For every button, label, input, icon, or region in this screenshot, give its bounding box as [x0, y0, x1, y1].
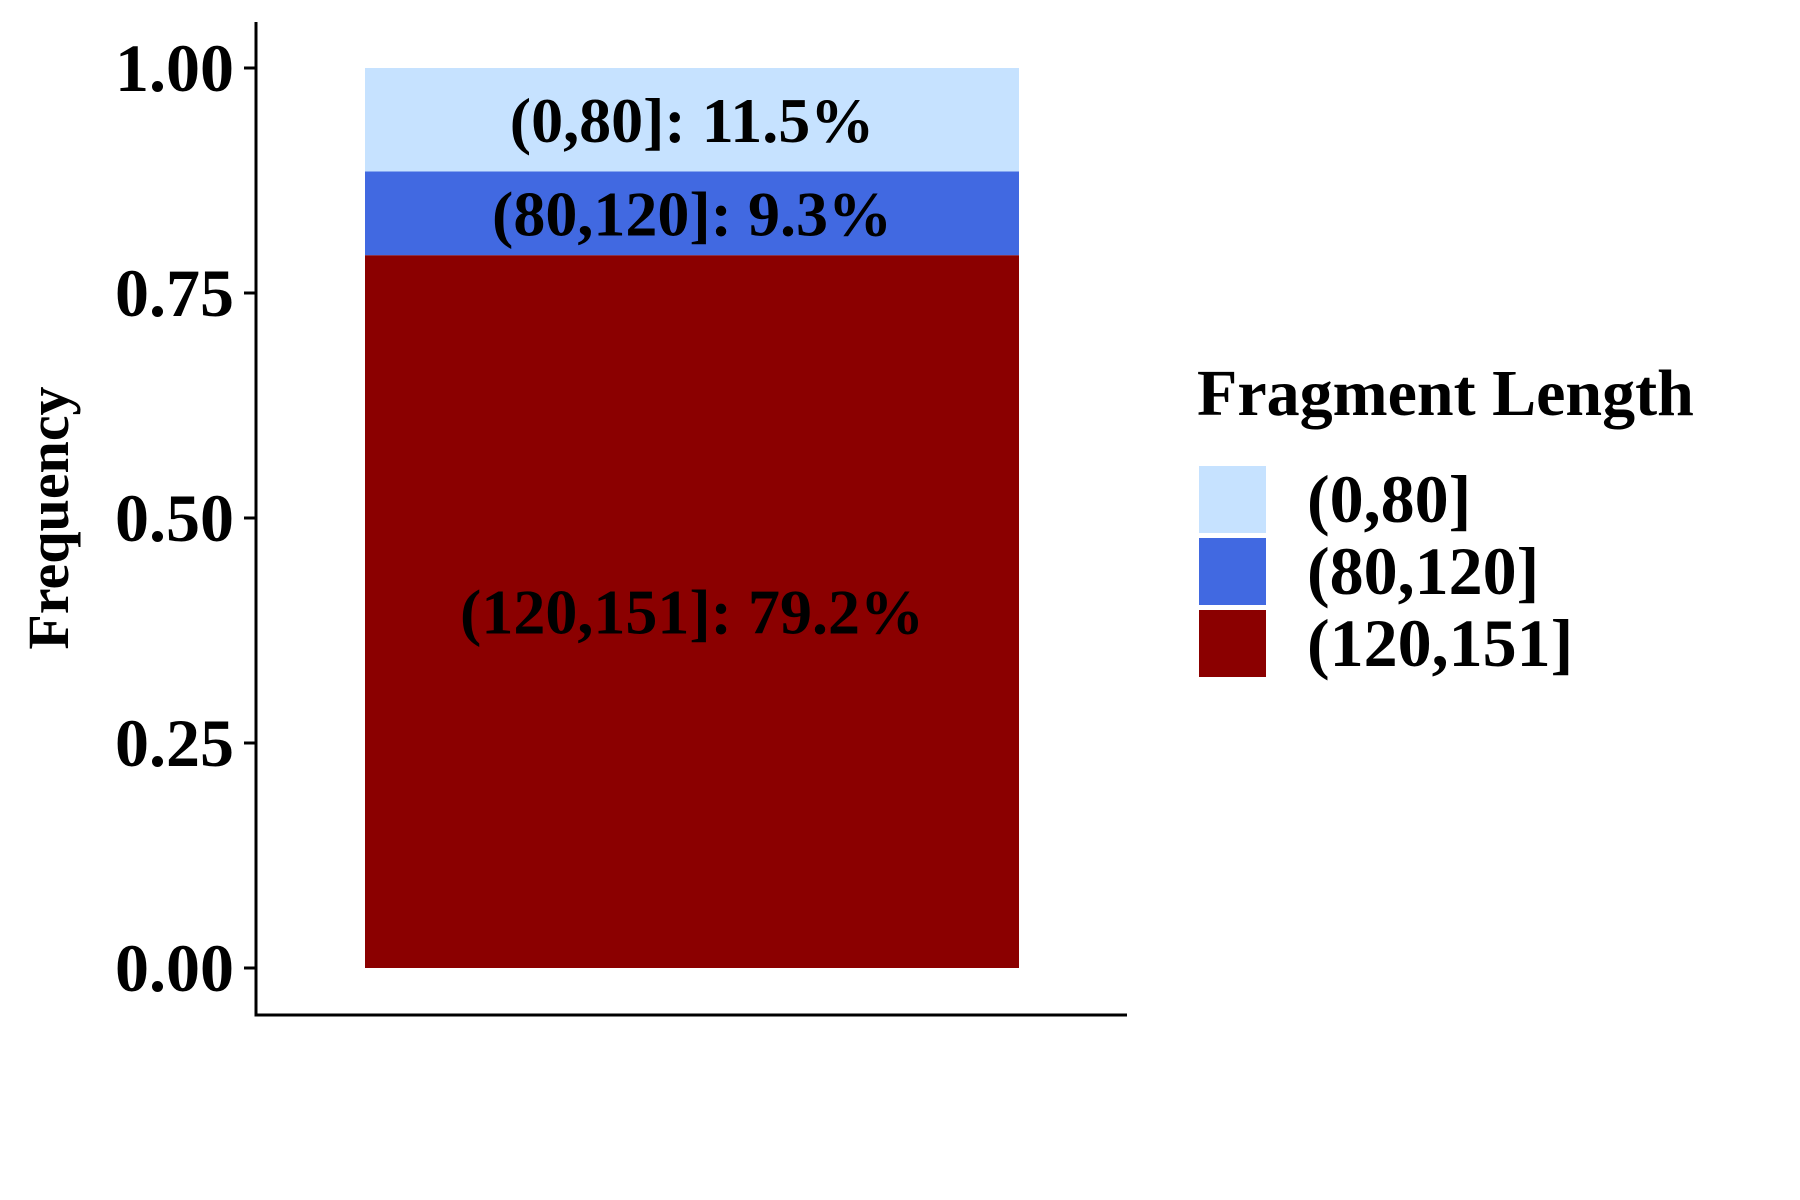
y-axis-ticks: 0.00 0.25 0.50 0.75 1.00	[115, 30, 256, 1006]
legend-items: (0,80](80,120](120,151]	[1199, 461, 1573, 681]
legend-swatch-120-151	[1199, 610, 1266, 677]
legend-label-120-151: (120,151]	[1307, 605, 1573, 681]
bar-segment-120-151	[365, 255, 1019, 968]
y-axis-title: Frequency	[16, 386, 81, 649]
bar-segment-80-120	[365, 171, 1019, 256]
y-tick-label-1-00: 1.00	[115, 30, 234, 106]
y-tick-label-0-25: 0.25	[115, 705, 234, 781]
legend-label-0-80: (0,80]	[1307, 461, 1471, 537]
segment-label-120-151: (120,151]: 79.2%	[460, 577, 924, 648]
legend-item-0-80: (0,80]	[1199, 461, 1471, 537]
legend-item-80-120: (80,120]	[1199, 533, 1539, 609]
bar-segment-0-80	[365, 68, 1019, 172]
legend-title: Fragment Length	[1197, 357, 1694, 430]
bar-segments	[365, 68, 1019, 968]
segment-label-0-80: (0,80]: 11.5%	[510, 85, 874, 156]
legend: Fragment Length (0,80](80,120](120,151]	[1197, 357, 1694, 681]
legend-swatch-0-80	[1199, 466, 1266, 533]
segment-labels: (120,151]: 79.2% (80,120]: 9.3% (0,80]: 11…	[460, 85, 924, 648]
segment-label-80-120: (80,120]: 9.3%	[492, 178, 892, 249]
y-tick-label-0-00: 0.00	[115, 930, 234, 1006]
legend-item-120-151: (120,151]	[1199, 605, 1573, 681]
y-tick-label-0-50: 0.50	[115, 480, 234, 556]
legend-label-80-120: (80,120]	[1307, 533, 1539, 609]
plot-area: (120,151]: 79.2% (80,120]: 9.3% (0,80]: 11…	[115, 22, 1127, 1017]
y-tick-label-0-75: 0.75	[115, 255, 234, 331]
legend-swatch-80-120	[1199, 538, 1266, 605]
